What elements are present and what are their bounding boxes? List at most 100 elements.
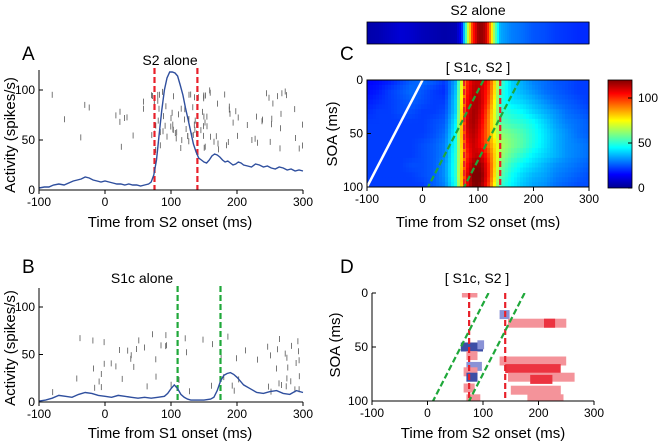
heatmap-cell (469, 80, 473, 86)
heatmap-cell (409, 94, 413, 101)
heatmap-cell (412, 128, 416, 135)
heatmap-cell (586, 138, 589, 144)
heatmap-cell (400, 89, 404, 96)
heatmap-cell (436, 177, 440, 183)
heatmap-cell (508, 123, 512, 130)
heatmap-cell (463, 84, 467, 91)
heatmap-cell (532, 177, 536, 183)
heatmap-cell (574, 104, 578, 110)
panel-d-title: [ S1c, S2 ] (445, 270, 510, 286)
strip-cell (559, 22, 562, 44)
heatmap-cell (439, 148, 443, 154)
heatmap-cell (373, 118, 377, 125)
heatmap-cell (427, 138, 431, 144)
heatmap-cell (511, 109, 515, 115)
heatmap-cell (385, 133, 389, 139)
strip-cell (515, 22, 518, 44)
heatmap-cell (481, 128, 485, 135)
heatmap-cell (580, 94, 584, 101)
heatmap-cell (559, 143, 563, 149)
heatmap-cell (436, 89, 440, 96)
heatmap-cell (445, 162, 449, 169)
heatmap-cell (505, 118, 509, 125)
heatmap-cell (412, 84, 416, 91)
colorbar-tick-label: 100 (638, 91, 658, 105)
heatmap-cell (442, 114, 446, 120)
heatmap-cell (529, 94, 533, 101)
heatmap-cell (445, 152, 449, 159)
heatmap-cell (544, 162, 548, 169)
heatmap-cell (514, 172, 518, 178)
heatmap-cell (520, 177, 524, 183)
heatmap-cell (475, 162, 479, 169)
modulation-segment (527, 394, 564, 401)
heatmap-cell (376, 138, 380, 144)
heatmap-cell (472, 123, 476, 130)
heatmap-cell (409, 118, 413, 125)
heatmap-cell (523, 148, 527, 154)
heatmap-cell (382, 143, 386, 149)
heatmap-cell (421, 133, 425, 139)
strip-cell (505, 22, 508, 44)
heatmap-cell (403, 133, 407, 139)
heatmap-cell (559, 84, 563, 91)
heatmap-cell (565, 162, 569, 169)
heatmap-cell (556, 84, 560, 91)
strip-cell (541, 22, 544, 44)
heatmap-cell (430, 118, 434, 125)
heatmap-cell (556, 177, 560, 183)
heatmap-cell (520, 128, 524, 135)
heatmap-cell (508, 84, 512, 91)
heatmap-cell (382, 138, 386, 144)
heatmap-cell (556, 148, 560, 154)
strip-cell (475, 22, 478, 44)
heatmap-cell (541, 177, 545, 183)
heatmap-cell (529, 167, 533, 174)
heatmap-cell (388, 80, 392, 86)
heatmap-cell (526, 143, 530, 149)
heatmap-cell (523, 172, 527, 178)
heatmap-cell (427, 80, 431, 86)
heatmap-cell (418, 109, 422, 115)
heatmap-cell (388, 89, 392, 96)
heatmap-cell (556, 123, 560, 130)
strip-cell (501, 22, 504, 44)
heatmap-cell (406, 94, 410, 101)
heatmap-cell (493, 138, 497, 144)
heatmap-cell (508, 114, 512, 120)
heatmap-cell (400, 80, 404, 86)
heatmap-cell (367, 152, 371, 159)
heatmap-cell (484, 104, 488, 110)
heatmap-cell (460, 162, 464, 169)
heatmap-cell (400, 128, 404, 135)
heatmap-cell (586, 128, 589, 135)
heatmap-cell (538, 138, 542, 144)
heatmap-cell (376, 109, 380, 115)
heatmap-cell (550, 99, 554, 105)
heatmap-cell (496, 148, 500, 154)
heatmap-cell (409, 157, 413, 164)
strip-cell (517, 22, 520, 44)
heatmap-cell (484, 172, 488, 178)
heatmap-cell (559, 109, 563, 115)
s1-onset-line (367, 80, 424, 187)
heatmap-cell (523, 167, 527, 174)
heatmap-cell (460, 80, 464, 86)
heatmap-cell (550, 123, 554, 130)
heatmap-cell (382, 114, 386, 120)
heatmap-cell (406, 109, 410, 115)
heatmap-cell (466, 89, 470, 96)
heatmap-cell (487, 182, 491, 187)
heatmap-cell (445, 128, 449, 135)
heatmap-cell (541, 152, 545, 159)
strip-cell (459, 22, 462, 44)
heatmap-cell (460, 157, 464, 164)
heatmap-cell (517, 167, 521, 174)
heatmap-cell (451, 84, 455, 91)
heatmap-cell (514, 162, 518, 169)
heatmap-cell (580, 109, 584, 115)
heatmap-cell (547, 177, 551, 183)
strip-cell (443, 22, 446, 44)
heatmap-cell (472, 118, 476, 125)
